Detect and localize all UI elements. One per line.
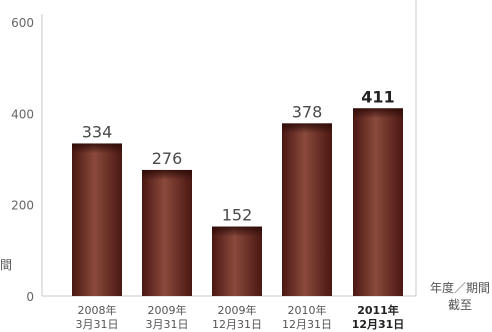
bar-value-label: 152 xyxy=(222,206,253,225)
unit-label-line-2: 截至 xyxy=(448,298,472,312)
category-label: 12月31日 xyxy=(282,318,332,331)
bar-top-shade xyxy=(282,123,332,134)
unit-label-line-1: 年度／期間 xyxy=(430,280,490,295)
category-label: 2009年 xyxy=(218,303,257,317)
bar xyxy=(72,143,122,296)
bar-top-shade xyxy=(142,169,192,180)
bar-top-shade xyxy=(72,143,122,154)
bar xyxy=(353,108,403,296)
bar xyxy=(142,169,192,296)
category-label: 2010年 xyxy=(288,303,327,317)
category-label: 12月31日 xyxy=(352,318,405,331)
bar-top-shade xyxy=(212,226,262,237)
left-edge-fragment: 間 xyxy=(0,258,12,272)
bar-value-labels: 334 276 152 378 411 xyxy=(82,87,395,224)
category-labels: 2008年3月31日2009年3月31日2009年12月31日2010年12月3… xyxy=(76,303,405,331)
bar-value-label: 411 xyxy=(361,87,394,106)
bar-top-shade xyxy=(353,108,403,119)
bars xyxy=(72,108,403,296)
category-label: 12月31日 xyxy=(212,318,262,331)
y-tick-label: 200 xyxy=(11,199,34,213)
y-tick-labels: 0 200 400 600 xyxy=(11,16,34,304)
bar xyxy=(282,123,332,296)
category-label: 2009年 xyxy=(148,303,187,317)
y-tick-label: 600 xyxy=(11,16,34,30)
bar-value-label: 276 xyxy=(152,149,183,168)
category-label: 2011年 xyxy=(357,303,399,317)
bar-value-label: 378 xyxy=(292,102,323,121)
category-label: 3月31日 xyxy=(146,318,189,331)
category-label: 3月31日 xyxy=(76,318,119,331)
y-tick-label: 0 xyxy=(26,290,34,304)
category-label: 2008年 xyxy=(78,303,117,317)
bar xyxy=(212,226,262,296)
bar-value-label: 334 xyxy=(82,122,113,141)
y-tick-label: 400 xyxy=(11,107,34,121)
